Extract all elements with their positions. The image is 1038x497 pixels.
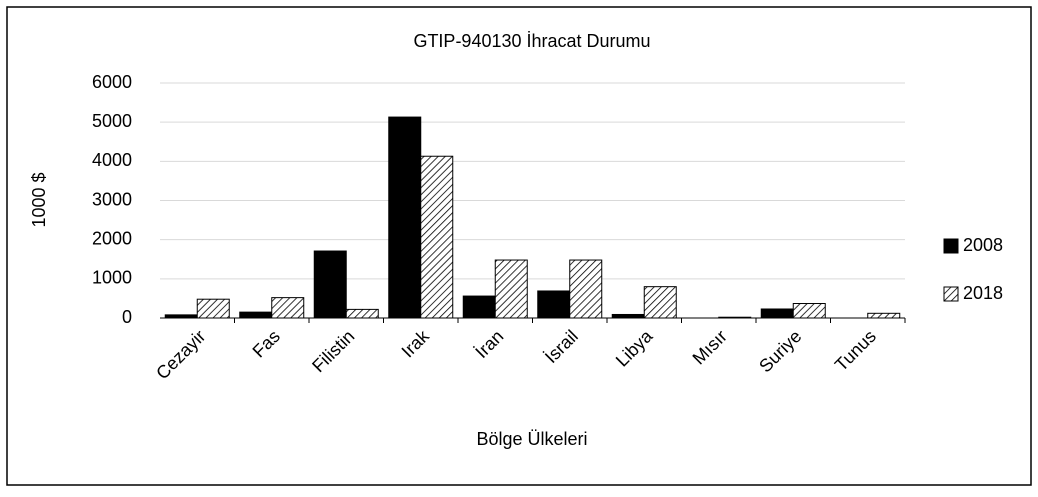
bar [867,312,901,319]
bar [164,314,198,319]
y-tick-label: 0 [122,307,132,327]
bar [462,295,496,319]
bar [420,155,454,319]
bar [196,298,230,319]
y-tick-label: 3000 [92,189,132,209]
bar [494,259,528,319]
y-tick-label: 4000 [92,150,132,170]
legend-label: 2008 [963,235,1003,255]
bar [611,313,645,319]
x-axis-title: Bölge Ülkeleri [476,429,587,449]
bar [537,290,571,319]
bar [388,116,422,319]
y-tick-label: 5000 [92,111,132,131]
bar [313,250,347,319]
chart-border [6,6,1032,486]
legend-label: 2018 [963,283,1003,303]
bar [760,308,794,319]
bar [239,311,273,319]
bar [569,259,603,319]
bar [271,297,305,319]
y-axis-title: 1000 $ [29,172,49,227]
legend-swatch [943,238,959,254]
chart-title: GTIP-940130 İhracat Durumu [413,31,650,51]
y-tick-label: 1000 [92,268,132,288]
y-tick-label: 2000 [92,228,132,248]
bar [792,303,826,319]
legend-swatch [943,286,959,302]
bar [643,286,677,319]
bar [718,316,752,319]
y-tick-label: 6000 [92,72,132,92]
bar [345,308,379,319]
